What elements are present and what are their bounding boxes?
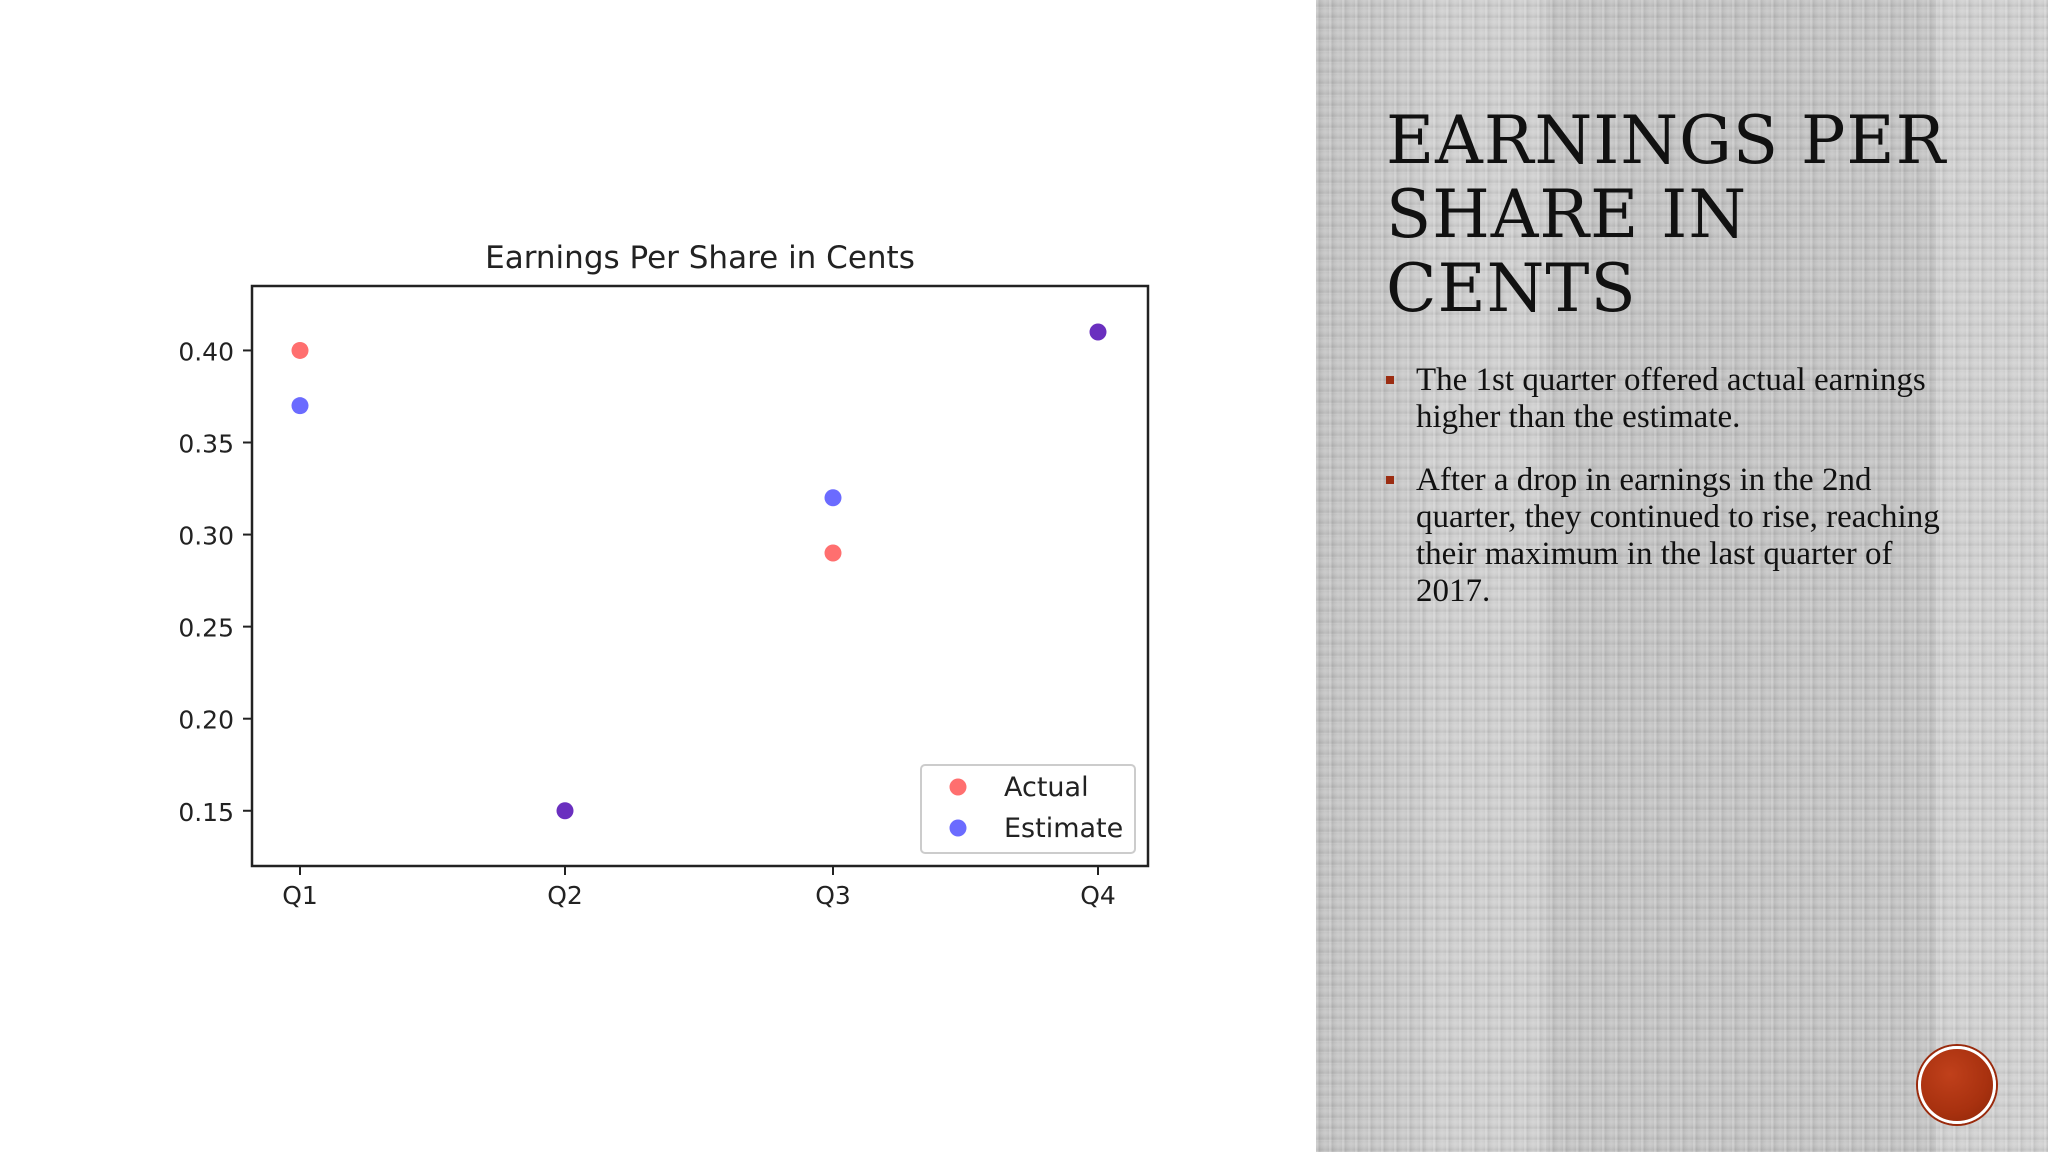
- square-bullet-icon: [1386, 376, 1394, 384]
- scatter-chart: Earnings Per Share in Cents 0.15 0.20 0.25…: [178, 240, 1150, 910]
- y-tick-label: 0.20: [178, 706, 234, 735]
- y-tick-label: 0.15: [178, 798, 234, 827]
- y-tick-label: 0.30: [178, 522, 234, 551]
- legend-label: Actual: [1004, 772, 1089, 803]
- x-tick-label: Q3: [815, 881, 851, 910]
- data-point-overlap: [1089, 323, 1107, 341]
- y-tick-label: 0.40: [178, 337, 234, 366]
- bullet-item: After a drop in earnings in the 2nd quar…: [1386, 462, 1946, 610]
- slide-number-badge: [1918, 1046, 1996, 1124]
- legend-marker: [949, 819, 967, 837]
- y-tick-label: 0.35: [178, 430, 234, 459]
- slide-title: EARNINGS PER SHARE IN CENTS: [1386, 102, 1947, 327]
- data-point-actual: [824, 544, 842, 562]
- chart-panel: Earnings Per Share in Cents 0.15 0.20 0.25…: [178, 240, 1150, 910]
- chart-title: Earnings Per Share in Cents: [485, 240, 915, 276]
- legend-label: Estimate: [1004, 813, 1123, 844]
- data-points: [291, 323, 1107, 820]
- bullet-item: The 1st quarter offered actual earnings …: [1386, 362, 1946, 436]
- data-point-estimate: [824, 489, 842, 507]
- x-tick-label: Q4: [1080, 881, 1116, 910]
- legend-box: [920, 764, 1136, 854]
- legend-marker: [949, 778, 967, 796]
- y-tick-label: 0.25: [178, 614, 234, 643]
- data-point-overlap: [556, 802, 574, 820]
- text-panel: [1316, 0, 2048, 1152]
- chart-legend: Actual Estimate: [920, 764, 1136, 854]
- square-bullet-icon: [1386, 476, 1394, 484]
- y-axis: 0.15 0.20 0.25 0.30 0.35 0.40: [178, 337, 252, 827]
- bullet-list: The 1st quarter offered actual earnings …: [1386, 362, 1946, 636]
- x-tick-label: Q1: [282, 881, 318, 910]
- data-point-actual: [291, 341, 309, 359]
- bullet-text: After a drop in earnings in the 2nd quar…: [1416, 462, 1940, 609]
- x-axis: Q1 Q2 Q3 Q4: [282, 866, 1116, 910]
- bullet-text: The 1st quarter offered actual earnings …: [1416, 362, 1926, 435]
- data-point-estimate: [291, 397, 309, 415]
- x-tick-label: Q2: [547, 881, 583, 910]
